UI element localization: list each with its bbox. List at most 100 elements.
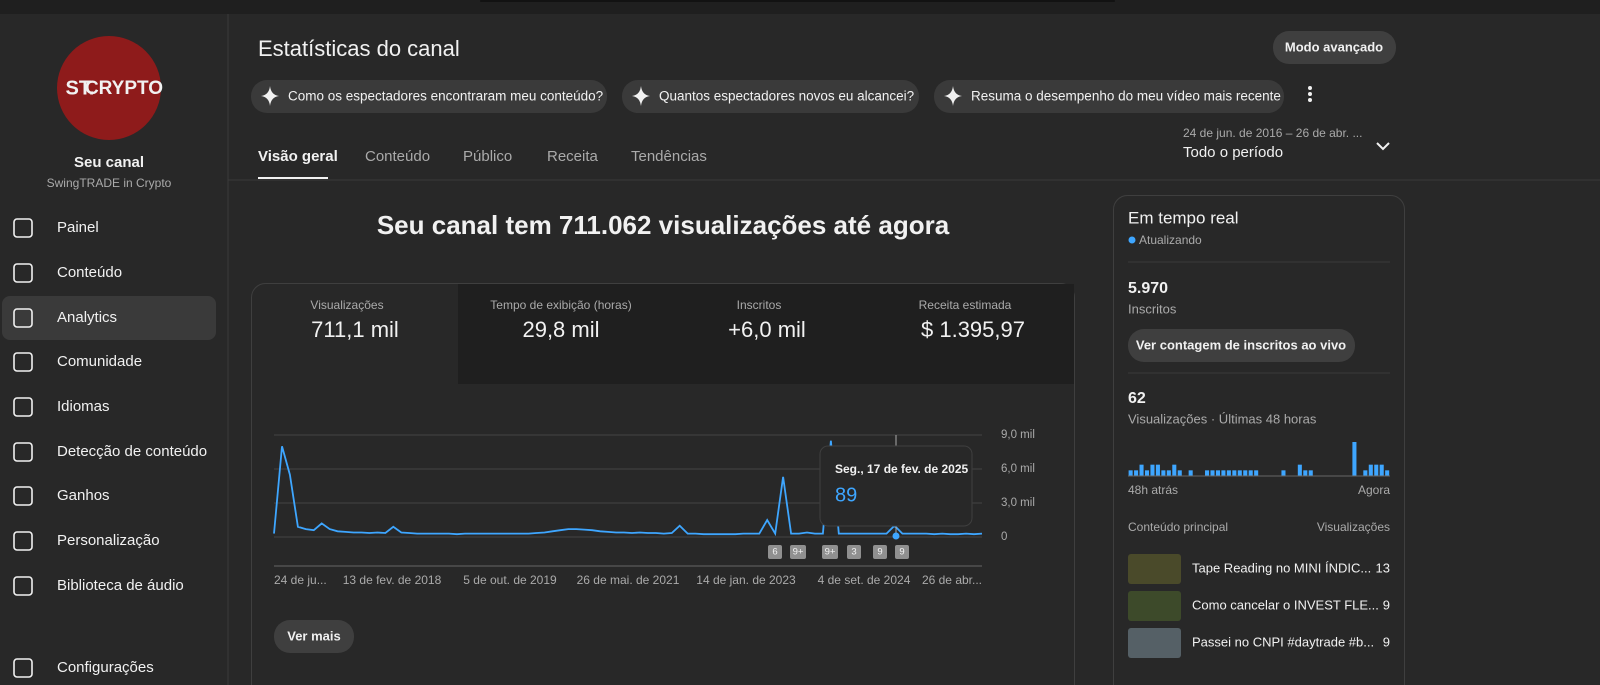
end-label: Agora [1358, 483, 1390, 497]
bar [1297, 464, 1302, 476]
date-range: 24 de jun. de 2016 – 26 de abr. ... [1183, 126, 1362, 140]
metric-value: +6,0 mil [728, 317, 806, 342]
tab[interactable]: Público [463, 148, 512, 165]
subs-value: 5.970 [1128, 280, 1168, 297]
bar [1281, 470, 1286, 476]
sparkle-icon [944, 86, 962, 106]
bar [1379, 464, 1384, 476]
metric-tile[interactable] [458, 284, 664, 384]
annotation-box[interactable] [895, 545, 909, 559]
annotation-label: 9+ [793, 547, 804, 558]
subs-label: Inscritos [1128, 301, 1177, 316]
channel-name: SwingTRADE in Crypto [47, 176, 172, 190]
bar [1161, 470, 1166, 476]
suggestion-label: Resuma o desempenho do meu vídeo mais re… [971, 89, 1281, 104]
x-tick-label: 13 de fev. de 2018 [343, 573, 442, 587]
bar [1243, 470, 1248, 476]
suggestion-chip[interactable] [934, 80, 1284, 113]
annotation-label: 9 [899, 547, 904, 558]
tab[interactable]: Visão geral [258, 148, 338, 165]
nav-icon [13, 531, 33, 551]
headline: Seu canal tem 711.062 visualizações até … [377, 210, 950, 240]
kebab [1308, 92, 1312, 96]
status: Atualizando [1139, 233, 1202, 247]
channel-logo[interactable] [57, 36, 161, 140]
suggestion-label: Quantos espectadores novos eu alcancei? [659, 89, 914, 104]
annotation-box[interactable] [847, 545, 861, 559]
sparkle-icon [632, 86, 650, 106]
nav-icon [13, 486, 33, 506]
annotation-label: 3 [851, 547, 856, 558]
annotation-box[interactable] [822, 545, 838, 559]
chevron[interactable] [1376, 142, 1390, 151]
metric-label: Inscritos [737, 298, 782, 312]
nav-item[interactable]: Comunidade [57, 353, 142, 370]
bar [1215, 470, 1220, 476]
nav-item[interactable]: Idiomas [57, 398, 110, 415]
x-tick-label: 5 de out. de 2019 [463, 573, 557, 587]
metric-value: $ 1.395,97 [921, 317, 1025, 342]
views-col: Visualizações [1317, 520, 1390, 534]
nav-item[interactable]: Conteúdo [57, 264, 122, 281]
nav-icon [13, 442, 33, 462]
suggestion-chip[interactable] [622, 80, 919, 113]
video-title[interactable]: Passei no CNPI #daytrade #b... [1192, 634, 1374, 649]
nav-item[interactable]: Painel [57, 219, 99, 236]
bar [1308, 470, 1313, 476]
status-dot [1128, 236, 1136, 244]
nav-icon [13, 397, 33, 417]
suggestion-chip[interactable] [251, 80, 607, 113]
bar [1226, 470, 1231, 476]
annotation-box[interactable] [768, 545, 782, 559]
views-value: 62 [1128, 390, 1146, 407]
nav-item[interactable]: Analytics [57, 309, 117, 326]
nav-icon [13, 658, 33, 678]
x-tick-label: 4 de set. de 2024 [818, 573, 911, 587]
metric-label: Visualizações [310, 298, 383, 312]
advanced-button[interactable] [1273, 31, 1396, 64]
thumbnail[interactable] [1128, 554, 1181, 584]
bar [1177, 470, 1182, 476]
annotation-box[interactable] [790, 545, 806, 559]
thumbnail[interactable] [1128, 591, 1181, 621]
nav-item[interactable]: Configurações [57, 659, 154, 676]
bar [1155, 464, 1160, 476]
kebab[interactable] [1308, 86, 1312, 90]
bar [1385, 470, 1390, 476]
top-bar [0, 0, 1600, 14]
start-label: 48h atrás [1128, 483, 1178, 497]
nav-item[interactable]: Biblioteca de áudio [57, 577, 184, 594]
bar [1188, 470, 1193, 476]
sparkle-icon [261, 86, 279, 106]
metric-label: Receita estimada [919, 298, 1012, 312]
nav-item[interactable]: Ganhos [57, 487, 110, 504]
live-button[interactable] [1128, 329, 1355, 362]
tab[interactable]: Receita [547, 148, 599, 165]
bar [1248, 470, 1253, 476]
more-button[interactable] [274, 620, 354, 653]
tab[interactable]: Tendências [631, 148, 707, 165]
bar [1352, 442, 1357, 476]
metric-tile[interactable] [870, 284, 1074, 384]
video-title[interactable]: Tape Reading no MINI ÍNDIC... [1192, 560, 1371, 575]
bar [1150, 464, 1155, 476]
video-title[interactable]: Como cancelar o INVEST FLE... [1192, 597, 1379, 612]
nav-item[interactable]: Detecção de conteúdo [57, 443, 207, 460]
thumbnail[interactable] [1128, 628, 1181, 658]
annotation-label: 9+ [825, 547, 836, 558]
metric-tile[interactable] [664, 284, 870, 384]
suggestion-label: Como os espectadores encontraram meu con… [288, 89, 603, 104]
tooltip [819, 445, 973, 527]
y-tick-label: 3,0 mil [1001, 497, 1035, 509]
tab[interactable]: Conteúdo [365, 148, 430, 165]
period[interactable]: Todo o período [1183, 144, 1283, 161]
tooltip-date: Seg., 17 de fev. de 2025 [835, 462, 969, 476]
page-title: Estatísticas do canal [258, 36, 460, 61]
annotation-box[interactable] [873, 545, 887, 559]
realtime-card [1113, 195, 1405, 685]
x-tick-label: 26 de abr... [922, 573, 982, 587]
logo-text: ST. [66, 77, 95, 99]
nav-item[interactable]: Personalização [57, 532, 160, 549]
bar [1144, 470, 1150, 476]
